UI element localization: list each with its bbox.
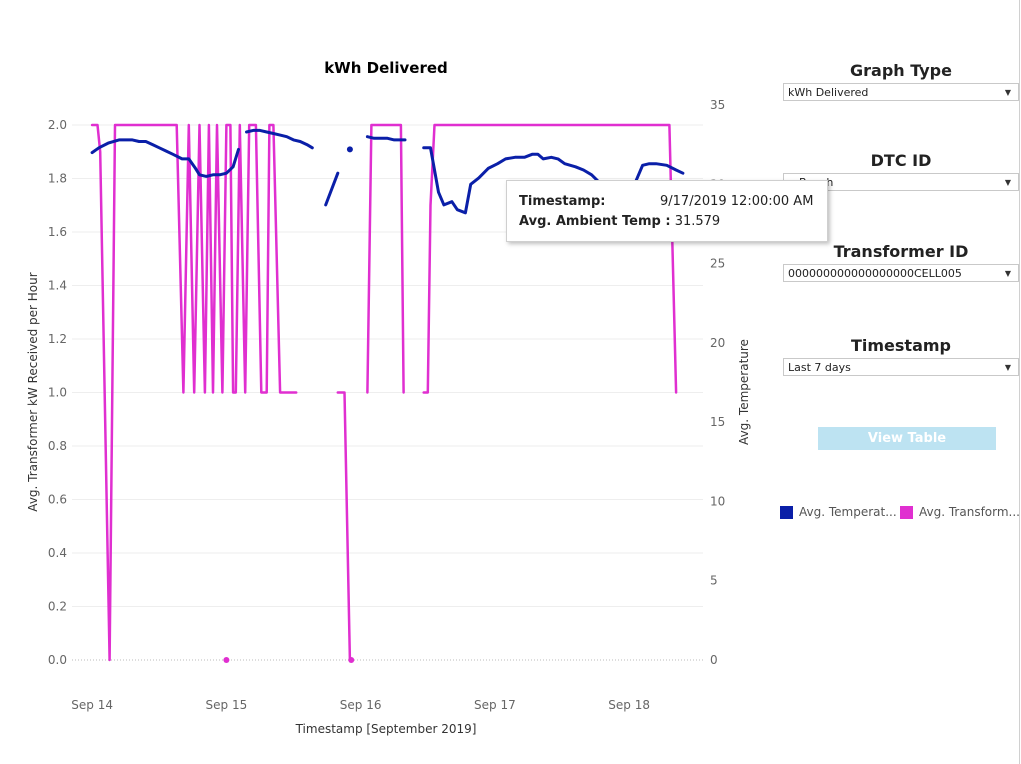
series-line-transformer-kw [90,123,298,662]
graph-type-dropdown[interactable]: kWh Delivered ▼ [783,83,1019,101]
view-table-button[interactable]: View Table [818,427,996,450]
y2-tick-label: 15 [710,415,725,429]
series-line-transformer-kw [422,123,678,394]
dtc-id-dropdown[interactable]: …Bench ▼ [783,173,1019,191]
y-axis-right: 05101520253035 [710,98,725,667]
tooltip-temp-row: Avg. Ambient Temp : 31.579 [519,214,720,229]
legend-swatch-temperature [780,505,793,519]
panel-divider [1019,0,1020,764]
series-line-temperature [324,171,340,207]
y-tick-label: 0.6 [48,493,67,507]
y-tick-label: 1.2 [48,332,67,346]
y2-tick-label: 5 [710,574,718,588]
series-layer [90,123,685,663]
x-tick-label: Sep 14 [71,698,113,712]
y-tick-label: 1.8 [48,172,67,186]
timestamp-dropdown[interactable]: Last 7 days ▼ [783,358,1019,376]
tooltip-temp-label: Avg. Ambient Temp : [519,214,671,229]
tooltip-timestamp-value: 9/17/2019 12:00:00 AM [660,194,814,209]
y2-axis-title: Avg. Temperature [737,339,751,445]
x-tick-label: Sep 17 [474,698,516,712]
y2-tick-label: 35 [710,98,725,112]
y-tick-label: 2.0 [48,118,67,132]
y-tick-label: 1.4 [48,279,67,293]
timestamp-title: Timestamp [850,336,951,355]
legend-label-temperature: Avg. Temperat... [799,505,897,519]
y-tick-label: 0.2 [48,600,67,614]
x-tick-label: Sep 18 [608,698,650,712]
dtc-id-control: DTC ID …Bench ▼ [783,151,1019,191]
dtc-id-title: DTC ID [870,151,932,170]
data-point-temperature [346,146,353,153]
x-axis: Sep 14 Sep 15 Sep 16 Sep 17 Sep 18 [71,698,650,712]
tooltip-timestamp-label: Timestamp: [519,194,606,209]
series-line-temperature [422,146,685,215]
y2-tick-label: 0 [710,653,718,667]
series-line-transformer-kw [336,391,353,662]
legend-label-transformer: Avg. Transform... [919,505,1020,519]
series-line-temperature [90,138,240,178]
legend-item-temperature[interactable]: Avg. Temperat... [780,505,897,519]
x-tick-label: Sep 15 [206,698,248,712]
series-line-temperature [245,128,314,150]
legend-swatch-transformer [900,505,913,519]
timestamp-value: Last 7 days [788,361,851,374]
y2-tick-label: 10 [710,494,725,508]
tooltip-temp-value: 31.579 [674,214,721,229]
tooltip: Timestamp: 9/17/2019 12:00:00 AM Avg. Am… [506,180,828,242]
transformer-id-control: Transformer ID 000000000000000000CELL005… [783,242,1019,282]
data-point-transformer-kw [348,657,355,663]
series-line-temperature [365,135,407,142]
graph-type-value: kWh Delivered [788,86,869,99]
series-line-transformer-kw [366,123,405,394]
transformer-id-title: Transformer ID [833,242,969,261]
y2-tick-label: 20 [710,336,725,350]
graph-type-title: Graph Type [850,61,952,80]
y-axis-left: 0.0 0.2 0.4 0.6 0.8 1.0 1.2 1.4 1.6 1.8 2.0 [48,118,67,667]
transformer-id-value: 000000000000000000CELL005 [788,267,962,280]
y2-tick-label: 25 [710,257,725,271]
y-tick-label: 0.0 [48,653,67,667]
legend-item-transformer[interactable]: Avg. Transform... [900,505,1020,519]
x-axis-title: Timestamp [September 2019] [295,722,477,736]
y-tick-label: 1.6 [48,225,67,239]
graph-type-control: Graph Type kWh Delivered ▼ [783,61,1019,101]
chart-title: kWh Delivered [324,59,448,77]
chevron-down-icon: ▼ [1004,363,1011,372]
timestamp-control: Timestamp Last 7 days ▼ [783,336,1019,376]
y-tick-label: 1.0 [48,386,67,400]
transformer-id-dropdown[interactable]: 000000000000000000CELL005 ▼ [783,264,1019,282]
x-tick-label: Sep 16 [340,698,382,712]
chevron-down-icon: ▼ [1004,269,1011,278]
y-tick-label: 0.8 [48,439,67,453]
data-point-transformer-kw [223,657,230,663]
chevron-down-icon: ▼ [1004,178,1011,187]
y-axis-title: Avg. Transformer kW Received per Hour [26,272,40,511]
y-tick-label: 0.4 [48,546,67,560]
chevron-down-icon: ▼ [1004,88,1011,97]
